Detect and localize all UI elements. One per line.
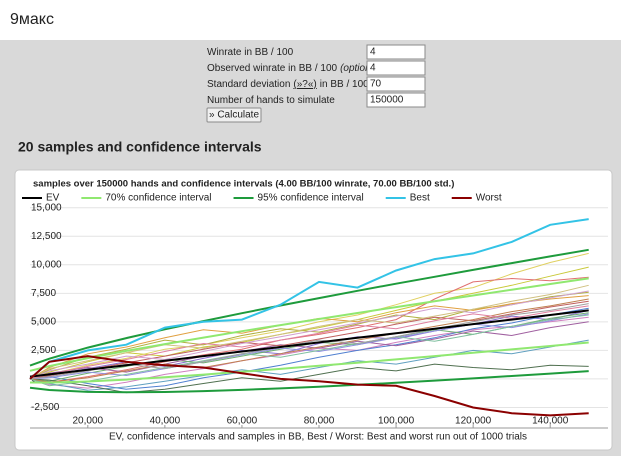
y-tick-label: 2,500 xyxy=(31,345,56,356)
label-text: Standard deviation xyxy=(207,79,290,90)
sample-line xyxy=(29,252,589,380)
sample-line xyxy=(29,300,589,380)
field-label: Standard deviation (»?«) in BB / 100 xyxy=(207,79,369,90)
sample-line xyxy=(29,309,589,380)
sample-line xyxy=(29,290,589,380)
text-input[interactable] xyxy=(366,44,426,60)
x-tick-label: 20,000 xyxy=(73,416,104,427)
sample-line xyxy=(29,363,589,394)
legend-label: EV xyxy=(46,193,60,204)
y-tick-label: 12,500 xyxy=(31,231,62,242)
input-value: 150000 xyxy=(370,95,404,106)
field-label: Number of hands to simulate xyxy=(207,95,335,106)
legend-label: Best xyxy=(410,193,430,204)
sample-line xyxy=(29,313,589,380)
y-tick-label: 10,000 xyxy=(31,259,62,270)
x-tick-label: 100,000 xyxy=(378,416,415,427)
x-tick-label: 120,000 xyxy=(455,416,492,427)
button-label: » Calculate xyxy=(209,110,259,121)
input-value: 70 xyxy=(370,79,382,90)
text-input[interactable] xyxy=(366,60,426,76)
legend-label: 70% confidence interval xyxy=(105,193,211,204)
header-bg xyxy=(0,0,621,40)
series-line xyxy=(29,277,589,372)
series-line xyxy=(29,248,589,367)
header-title: 9макс xyxy=(10,11,54,28)
sample-line xyxy=(29,321,589,380)
legend-label: 95% confidence interval xyxy=(258,193,364,204)
text-input[interactable] xyxy=(366,76,426,92)
label-suffix: in BB / 100 xyxy=(320,79,369,90)
x-tick-label: 60,000 xyxy=(227,416,258,427)
x-tick-label: 40,000 xyxy=(150,416,181,427)
sample-line xyxy=(29,266,589,380)
label-text: Number of hands to simulate xyxy=(207,95,335,106)
label-text: Observed winrate in BB / 100 xyxy=(207,63,338,74)
sample-line xyxy=(29,298,589,383)
series-line xyxy=(29,355,589,417)
input-value: 4 xyxy=(370,63,376,74)
legend-label: Worst xyxy=(476,193,502,204)
series-line xyxy=(29,309,589,378)
series-line xyxy=(29,218,589,380)
field-label: Winrate in BB / 100 xyxy=(207,47,294,58)
y-tick-label: -2,500 xyxy=(31,402,60,413)
label-note: (optional) xyxy=(340,63,382,74)
label-text: Winrate in BB / 100 xyxy=(207,47,294,58)
help-link[interactable]: (»?«) xyxy=(293,79,316,90)
sample-line xyxy=(29,284,589,380)
sample-line xyxy=(29,305,589,380)
sample-line xyxy=(29,314,589,387)
sample-line xyxy=(29,316,589,389)
sample-line xyxy=(29,276,589,383)
chart-title: samples over 150000 hands and confidence… xyxy=(33,179,454,190)
text-input[interactable] xyxy=(366,92,426,108)
series-line xyxy=(29,370,589,394)
input-value: 4 xyxy=(370,47,376,58)
series-line xyxy=(29,341,589,384)
x-tick-label: 80,000 xyxy=(304,416,335,427)
x-tick-label: 140,000 xyxy=(532,416,569,427)
section-title: 20 samples and confidence intervals xyxy=(18,139,262,155)
x-axis-label: EV, confidence intervals and samples in … xyxy=(109,432,527,443)
calculate-button[interactable] xyxy=(206,107,262,123)
y-tick-label: 5,000 xyxy=(31,316,56,327)
y-tick-label: 7,500 xyxy=(31,288,56,299)
field-label: Observed winrate in BB / 100 (optional) xyxy=(207,63,382,74)
chart-card xyxy=(14,169,613,451)
y-tick-label: 15,000 xyxy=(31,202,62,213)
